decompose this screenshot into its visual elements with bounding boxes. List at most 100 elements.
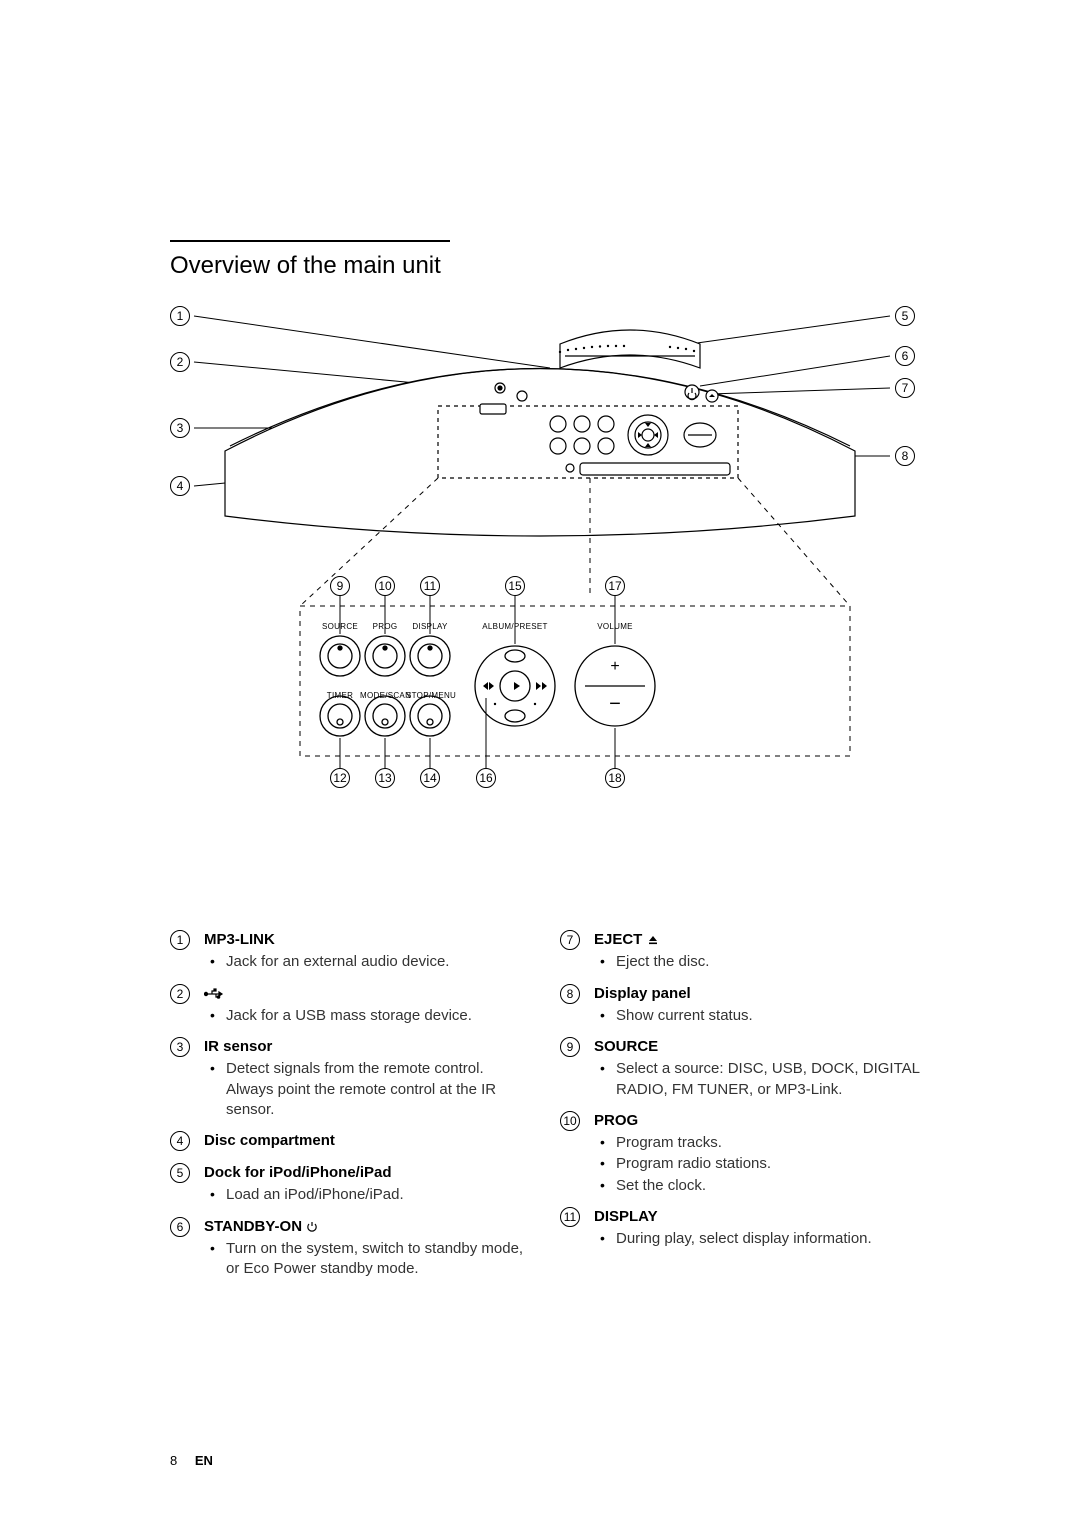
legend-bullet: Jack for an external audio device. xyxy=(204,952,530,972)
legend-bullet: During play, select display information. xyxy=(594,1229,920,1249)
legend-number: 5 xyxy=(170,1163,196,1185)
legend-body: Dock for iPod/iPhone/iPad Load an iPod/iP… xyxy=(204,1163,530,1207)
legend-bullets: Detect signals from the remote control. … xyxy=(204,1059,530,1120)
legend-title: DISPLAY xyxy=(594,1207,920,1227)
legend-title: EJECT xyxy=(594,930,920,950)
legend-title-text: Disc compartment xyxy=(204,1132,335,1149)
legend-bullets: Program tracks.Program radio stations.Se… xyxy=(594,1133,920,1196)
label-mode: MODE/SCAN xyxy=(360,691,410,700)
callout-17: 17 xyxy=(605,576,625,596)
legend-body: SOURCE Select a source: DISC, USB, DOCK, … xyxy=(594,1037,920,1101)
legend-title-text: MP3-LINK xyxy=(204,931,275,948)
label-stop: STOP/MENU xyxy=(406,691,456,700)
label-source: SOURCE xyxy=(322,622,358,631)
legend-bullet: Show current status. xyxy=(594,1006,920,1026)
legend-title-text: SOURCE xyxy=(594,1038,658,1055)
legend-item-3: 3 IR sensor Detect signals from the remote… xyxy=(170,1037,530,1121)
legend-bullets: Jack for a USB mass storage device. xyxy=(204,1006,530,1026)
legend-number: 1 xyxy=(170,930,196,952)
legend-title: Dock for iPod/iPhone/iPad xyxy=(204,1163,530,1183)
legend-bullets: Jack for an external audio device. xyxy=(204,952,530,972)
legend-title-text: STANDBY-ON xyxy=(204,1218,302,1235)
legend-title: SOURCE xyxy=(594,1037,920,1057)
callout-14: 14 xyxy=(420,768,440,788)
legend-body: DISPLAYDuring play, select display infor… xyxy=(594,1207,920,1251)
callout-18: 18 xyxy=(605,768,625,788)
page-content: Overview of the main unit xyxy=(170,240,920,1290)
legend-bullet: Program tracks. xyxy=(594,1133,920,1153)
legend-number: 4 xyxy=(170,1131,196,1153)
callout-9: 9 xyxy=(330,576,350,596)
legend-title xyxy=(204,984,530,1004)
label-display: DISPLAY xyxy=(412,622,448,631)
callout-7: 7 xyxy=(895,378,915,398)
legend-body: EJECT Eject the disc. xyxy=(594,930,920,974)
legend-title: PROG xyxy=(594,1111,920,1131)
callout-3: 3 xyxy=(170,418,190,438)
legend-item-2: 2 Jack for a USB mass storage device. xyxy=(170,984,530,1028)
main-unit-diagram: + − xyxy=(170,296,915,916)
legend-title: Disc compartment xyxy=(204,1131,530,1151)
svg-text:−: − xyxy=(609,693,621,715)
legend-item-10: 10PROGProgram tracks.Program radio stati… xyxy=(560,1111,920,1197)
legend-body: STANDBY-ON Turn on the system, switch to… xyxy=(204,1217,530,1281)
legend-number: 6 xyxy=(170,1217,196,1239)
legend-title-text: IR sensor xyxy=(204,1038,272,1055)
callout-1: 1 xyxy=(170,306,190,326)
eject-icon xyxy=(647,931,659,948)
legend-number: 3 xyxy=(170,1037,196,1059)
legend-title-text: Display panel xyxy=(594,985,691,1002)
callout-8: 8 xyxy=(895,446,915,466)
legend-title: MP3-LINK xyxy=(204,930,530,950)
section-rule xyxy=(170,240,450,242)
legend-number: 2 xyxy=(170,984,196,1006)
legend-item-1: 1 MP3-LINK Jack for an external audio devi… xyxy=(170,930,530,974)
legend-body: PROGProgram tracks.Program radio station… xyxy=(594,1111,920,1197)
legend-body: Disc compartment xyxy=(204,1131,530,1151)
legend-body: IR sensor Detect signals from the remote … xyxy=(204,1037,530,1121)
legend-body: MP3-LINK Jack for an external audio devic… xyxy=(204,930,530,974)
legend-number: 11 xyxy=(560,1207,586,1229)
callout-15: 15 xyxy=(505,576,525,596)
label-album: ALBUM/PRESET xyxy=(480,622,550,631)
legend-bullet: Turn on the system, switch to standby mo… xyxy=(204,1239,530,1280)
label-prog: PROG xyxy=(370,622,400,631)
legend-bullets: Select a source: DISC, USB, DOCK, DIGITA… xyxy=(594,1059,920,1100)
callout-16: 16 xyxy=(476,768,496,788)
callout-10: 10 xyxy=(375,576,395,596)
power-icon xyxy=(306,1218,318,1235)
legend-bullets: Turn on the system, switch to standby mo… xyxy=(204,1239,530,1280)
legend-bullet: Select a source: DISC, USB, DOCK, DIGITA… xyxy=(594,1059,920,1100)
legend-item-7: 7EJECT Eject the disc. xyxy=(560,930,920,974)
callout-11: 11 xyxy=(420,576,440,596)
callout-12: 12 xyxy=(330,768,350,788)
legend-bullet: Detect signals from the remote control. … xyxy=(204,1059,530,1120)
legend-number: 9 xyxy=(560,1037,586,1059)
label-timer: TIMER xyxy=(325,691,355,700)
legend-column-left: 1 MP3-LINK Jack for an external audio devi… xyxy=(170,930,530,1290)
legend-item-4: 4 Disc compartment xyxy=(170,1131,530,1153)
legend-item-11: 11 DISPLAYDuring play, select display inf… xyxy=(560,1207,920,1251)
legend-title: IR sensor xyxy=(204,1037,530,1057)
legend-bullet: Jack for a USB mass storage device. xyxy=(204,1006,530,1026)
legend-bullets: Show current status. xyxy=(594,1006,920,1026)
page-lang: EN xyxy=(195,1453,213,1468)
callout-13: 13 xyxy=(375,768,395,788)
legend-bullet: Set the clock. xyxy=(594,1176,920,1196)
legend-item-9: 9 SOURCE Select a source: DISC, USB, DOCK,… xyxy=(560,1037,920,1101)
legend-title: STANDBY-ON xyxy=(204,1217,530,1237)
legend-bullets: Eject the disc. xyxy=(594,952,920,972)
legend-item-5: 5 Dock for iPod/iPhone/iPad Load an iPod/i… xyxy=(170,1163,530,1207)
legend-item-8: 8Display panelShow current status. xyxy=(560,984,920,1028)
callout-6: 6 xyxy=(895,346,915,366)
legend-item-6: 6 STANDBY-ON Turn on the system, switch t… xyxy=(170,1217,530,1281)
legend-bullet: Load an iPod/iPhone/iPad. xyxy=(204,1185,530,1205)
legend-title-text: Dock for iPod/iPhone/iPad xyxy=(204,1164,392,1181)
legend-bullet: Program radio stations. xyxy=(594,1154,920,1174)
legend-title: Display panel xyxy=(594,984,920,1004)
legend-title-text: EJECT xyxy=(594,931,642,948)
svg-text:+: + xyxy=(610,658,619,675)
page-number: 8 xyxy=(170,1453,177,1468)
legend-body: Jack for a USB mass storage device. xyxy=(204,984,530,1028)
usb-icon xyxy=(204,985,226,1002)
